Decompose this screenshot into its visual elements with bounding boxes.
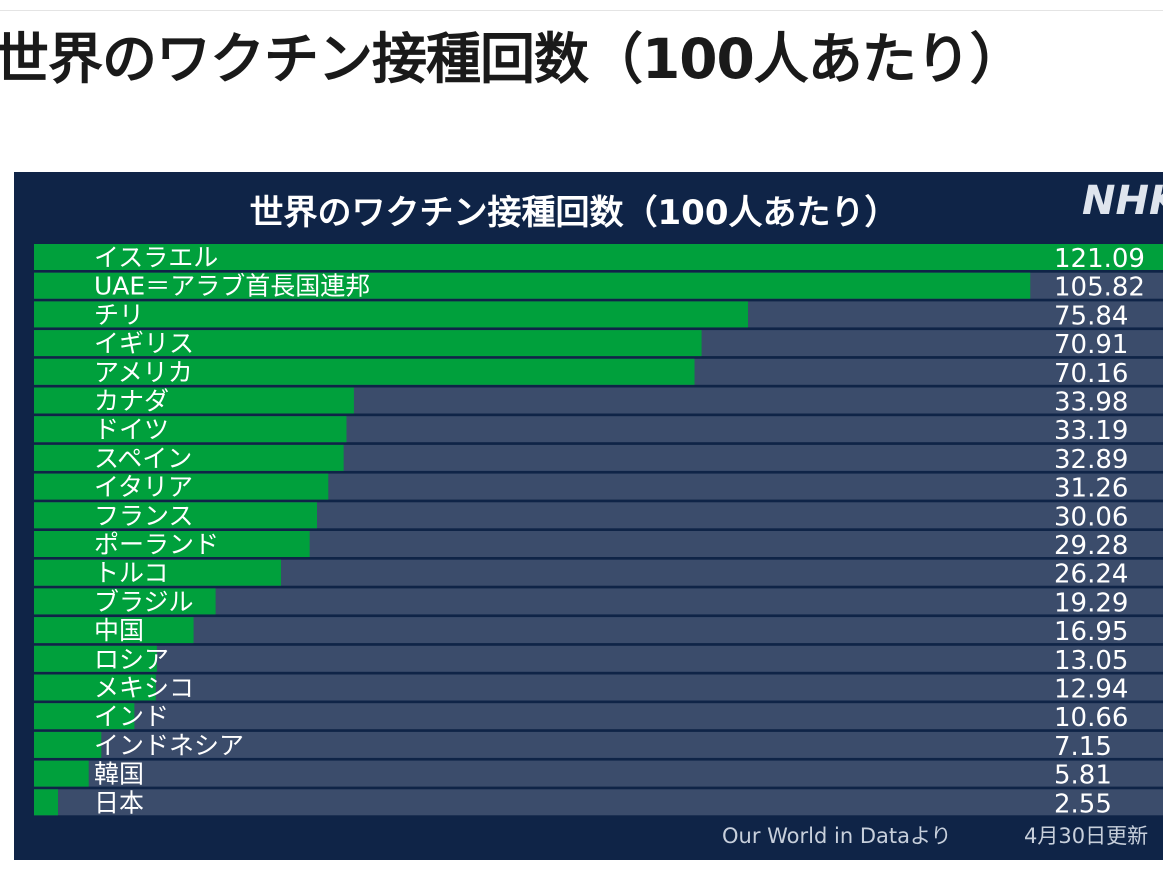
bar [34,531,310,557]
bar [34,387,354,414]
category-label: カナダ [94,387,169,416]
bar-track [34,588,1163,615]
bar [34,444,344,471]
category-label: イタリア [94,473,193,502]
value-label: 13.05 [1054,646,1128,676]
broadcaster-logo: NHK [1082,178,1163,224]
category-label: 日本 [94,788,144,817]
category-label: トルコ [94,559,169,588]
value-label: 105.82 [1054,273,1145,303]
value-label: 16.95 [1054,617,1128,647]
category-label: イギリス [94,329,194,358]
category-label: メキシコ [94,674,194,703]
category-label: 中国 [94,616,144,645]
bar-track [34,645,1163,672]
category-label: フランス [94,501,194,530]
bar [34,645,157,672]
value-label: 75.84 [1054,301,1128,331]
category-label: イスラエル [94,243,218,272]
bar-chart: イスラエル 121.09 UAE＝アラブ首長国連邦 105.82 チリ 75.84 イギリス… [34,243,1163,819]
bar [34,703,135,730]
bar [34,272,1031,299]
category-label: ロシア [94,645,169,674]
value-label: 5.81 [1054,761,1112,791]
bar [34,473,329,500]
bar [34,330,702,357]
category-label: アメリカ [94,358,193,387]
value-label: 10.66 [1054,703,1128,733]
category-label: スペイン [94,444,192,473]
value-label: 2.55 [1054,789,1112,819]
value-label: 30.06 [1054,502,1128,532]
bar [34,301,748,328]
bar [34,760,89,787]
bar [34,674,156,701]
chart-panel: 世界のワクチン接種回数（100人あたり） NHK イスラエル 121.09 UAE＝… [14,172,1163,860]
bar-track [34,703,1163,730]
category-label: インドネシア [94,731,244,760]
source-note: Our World in Dataより [722,824,952,848]
bar [34,416,347,443]
page-title: 世界のワクチン接種回数（100人あたり） [0,27,1025,91]
bar [34,358,695,385]
value-label: 26.24 [1054,560,1128,590]
bar [34,502,317,529]
value-label: 7.15 [1054,732,1112,762]
bar-track [34,760,1163,787]
category-label: 韓国 [94,760,144,789]
bar [34,588,216,615]
category-label: インド [94,702,169,731]
bar-track [34,731,1163,758]
category-label: ブラジル [94,587,194,616]
bar-track [34,617,1163,644]
value-label: 31.26 [1054,474,1128,504]
bar-track [34,789,1163,816]
value-label: 121.09 [1054,244,1145,274]
bar [34,617,194,644]
bar [34,789,59,816]
bar [34,244,1163,270]
bar [34,731,102,758]
value-label: 33.19 [1054,416,1128,446]
value-label: 70.91 [1054,330,1128,360]
top-divider [0,10,1163,11]
value-label: 19.29 [1054,588,1128,618]
chart-title: 世界のワクチン接種回数（100人あたり） [249,193,899,233]
category-label: UAE＝アラブ首長国連邦 [94,272,370,301]
value-label: 33.98 [1054,388,1128,418]
category-label: ドイツ [94,415,169,444]
category-label: チリ [94,300,144,329]
bar [34,559,282,586]
value-label: 29.28 [1054,531,1128,561]
category-label: ポーランド [94,530,219,559]
value-label: 32.89 [1054,445,1128,475]
value-label: 12.94 [1054,675,1128,705]
update-date: 4月30日更新 [1024,824,1149,848]
value-label: 70.16 [1054,359,1128,389]
bar-track [34,674,1163,701]
